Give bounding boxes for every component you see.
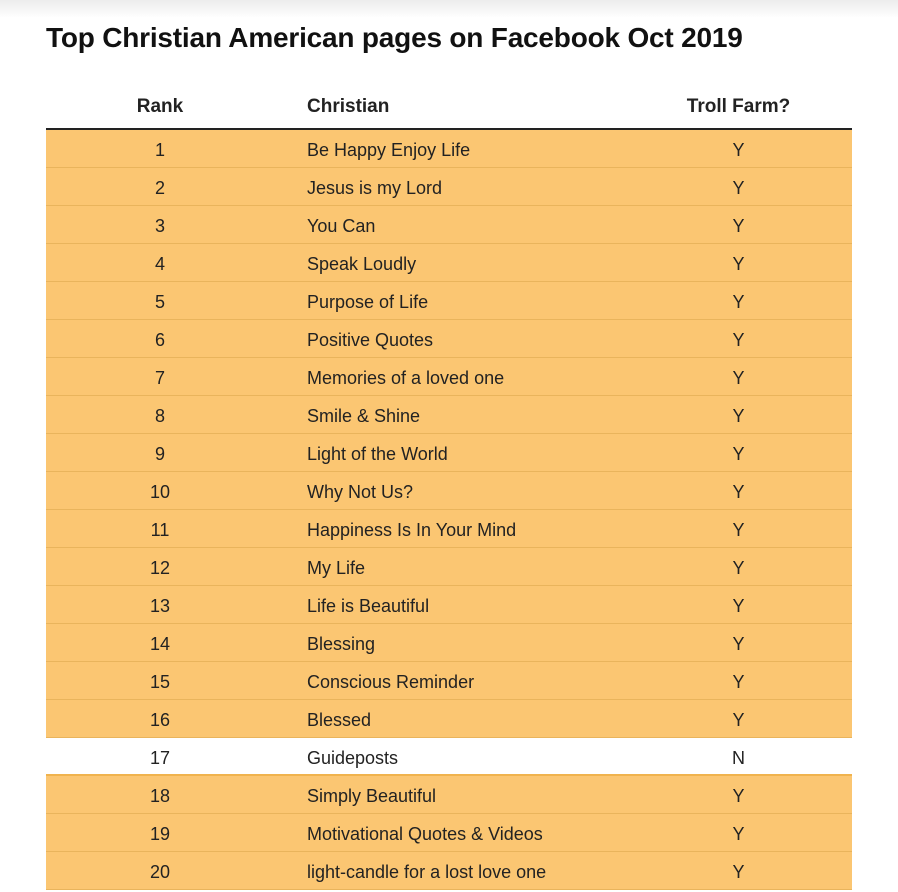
table-row: 4 Speak Loudly Y — [46, 244, 852, 282]
page-name-cell: Motivational Quotes & Videos — [307, 824, 543, 844]
rank-cell: 8 — [154, 406, 165, 426]
page-title: Top Christian American pages on Facebook… — [46, 22, 743, 53]
page-name-cell: Why Not Us? — [307, 482, 414, 502]
troll-farm-cell: Y — [732, 482, 745, 502]
rank-cell: 14 — [149, 634, 171, 654]
troll-farm-cell: Y — [732, 216, 745, 236]
rank-cell: 4 — [154, 254, 165, 274]
rank-cell: 19 — [149, 824, 171, 844]
troll-farm-cell: Y — [732, 596, 745, 616]
troll-farm-cell: Y — [732, 862, 745, 882]
header-troll-farm: Troll Farm? — [686, 96, 791, 117]
rank-cell: 16 — [149, 710, 171, 730]
page-name-cell: You Can — [307, 216, 376, 236]
troll-farm-cell: Y — [732, 558, 745, 578]
page-name-cell: Blessed — [307, 710, 372, 730]
troll-farm-cell: Y — [732, 824, 745, 844]
table-header: Rank Christian Troll Farm? — [46, 88, 852, 130]
table-row: 18 Simply Beautiful Y — [46, 776, 852, 814]
troll-farm-cell: Y — [732, 406, 745, 426]
page-name-cell: Be Happy Enjoy Life — [307, 140, 471, 160]
page-name-cell: Smile & Shine — [307, 406, 421, 426]
page-name-cell: Purpose of Life — [307, 292, 429, 312]
table-row: 17 Guideposts N — [46, 738, 852, 776]
rank-cell: 9 — [154, 444, 165, 464]
table-row: 10 Why Not Us? Y — [46, 472, 852, 510]
rank-cell: 5 — [154, 292, 165, 312]
troll-farm-cell: Y — [732, 140, 745, 160]
page-name-cell: Positive Quotes — [307, 330, 434, 350]
troll-farm-cell: Y — [732, 254, 745, 274]
table-row: 1 Be Happy Enjoy Life Y — [46, 130, 852, 168]
page-name-cell: Blessing — [307, 634, 376, 654]
table-row: 12 My Life Y — [46, 548, 852, 586]
troll-farm-cell: Y — [732, 520, 745, 540]
page-name-cell: Happiness Is In Your Mind — [307, 520, 517, 540]
troll-farm-cell: Y — [732, 786, 745, 806]
rank-cell: 18 — [149, 786, 171, 806]
table-row: 7 Memories of a loved one Y — [46, 358, 852, 396]
page-name-cell: Life is Beautiful — [307, 596, 430, 616]
rank-cell: 15 — [149, 672, 171, 692]
table-row: 14 Blessing Y — [46, 624, 852, 662]
troll-farm-cell: Y — [732, 178, 745, 198]
rank-cell: 1 — [154, 140, 165, 160]
troll-farm-cell: Y — [732, 444, 745, 464]
page-name-cell: Guideposts — [307, 748, 399, 768]
rank-cell: 17 — [149, 748, 171, 768]
table-row: 15 Conscious Reminder Y — [46, 662, 852, 700]
page-name-cell: Jesus is my Lord — [307, 178, 443, 198]
table-row: 11 Happiness Is In Your Mind Y — [46, 510, 852, 548]
table-row: 16 Blessed Y — [46, 700, 852, 738]
table-row: 3 You Can Y — [46, 206, 852, 244]
rank-cell: 2 — [154, 178, 165, 198]
table-row: 8 Smile & Shine Y — [46, 396, 852, 434]
page-name-cell: Simply Beautiful — [307, 786, 437, 806]
rank-cell: 20 — [149, 862, 171, 882]
page-name-cell: Speak Loudly — [307, 254, 417, 274]
troll-farm-cell: N — [732, 748, 745, 768]
header-rank: Rank — [136, 96, 184, 117]
top-shadow — [0, 0, 898, 18]
table-row: 6 Positive Quotes Y — [46, 320, 852, 358]
rank-cell: 10 — [149, 482, 171, 502]
header-christian: Christian — [307, 96, 390, 117]
rank-cell: 12 — [149, 558, 171, 578]
troll-farm-cell: Y — [732, 710, 745, 730]
table-body: 1 Be Happy Enjoy Life Y 2 Jesus is my Lord Y 3… — [46, 130, 852, 890]
table-row: 19 Motivational Quotes & Videos Y — [46, 814, 852, 852]
troll-farm-cell: Y — [732, 634, 745, 654]
pages-table: Rank Christian Troll Farm? 1 Be Happy Enj… — [46, 88, 852, 890]
rank-cell: 7 — [154, 368, 165, 388]
table-row: 20 light-candle for a lost love one Y — [46, 852, 852, 890]
rank-cell: 11 — [150, 520, 170, 540]
troll-farm-cell: Y — [732, 368, 745, 388]
page-name-cell: My Life — [307, 558, 366, 578]
page-name-cell: Conscious Reminder — [307, 672, 475, 692]
troll-farm-cell: Y — [732, 672, 745, 692]
rank-cell: 6 — [154, 330, 165, 350]
page-name-cell: Light of the World — [307, 444, 448, 464]
table-row: 2 Jesus is my Lord Y — [46, 168, 852, 206]
troll-farm-cell: Y — [732, 292, 745, 312]
table-row: 5 Purpose of Life Y — [46, 282, 852, 320]
page-name-cell: light-candle for a lost love one — [307, 862, 547, 882]
page-name-cell: Memories of a loved one — [307, 368, 505, 388]
rank-cell: 13 — [149, 596, 171, 616]
troll-farm-cell: Y — [732, 330, 745, 350]
table-row: 9 Light of the World Y — [46, 434, 852, 472]
rank-cell: 3 — [154, 216, 165, 236]
table-row: 13 Life is Beautiful Y — [46, 586, 852, 624]
